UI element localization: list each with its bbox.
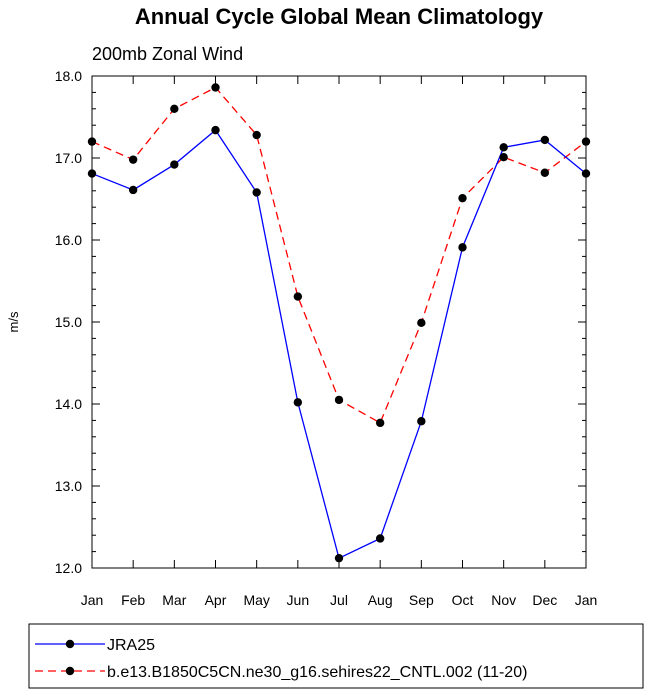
- data-point: [293, 398, 303, 407]
- data-point: [499, 143, 508, 152]
- data-point: [170, 104, 179, 114]
- data-point: [581, 137, 591, 146]
- data-point: [128, 155, 138, 164]
- data-point: [211, 125, 220, 135]
- series-points: [87, 83, 591, 563]
- data-point: [375, 534, 385, 543]
- x-tick-label: Dec: [532, 592, 557, 608]
- x-tick-label: Jun: [287, 592, 310, 608]
- x-axis-ticks: Jan Feb Mar Apr May Jun Jul Aug Sep Oct Nov Dec Jan: [81, 76, 598, 608]
- y-axis-ticks: 12.0 13.0 14.0 15.0 16.0 17.0 18.0: [55, 68, 586, 576]
- data-point: [417, 417, 426, 426]
- y-tick-label: 18.0: [55, 68, 82, 84]
- data-point: [540, 168, 550, 177]
- y-tick-label: 17.0: [55, 150, 82, 166]
- data-point: [417, 318, 426, 328]
- data-point: [252, 188, 261, 197]
- data-point: [170, 160, 179, 169]
- data-point: [334, 395, 344, 405]
- y-tick-label: 13.0: [55, 478, 82, 494]
- data-point: [375, 418, 385, 428]
- data-point: [293, 292, 303, 301]
- data-point: [211, 83, 220, 92]
- x-tick-label: Jan: [81, 592, 104, 608]
- series-line-1: [91, 86, 587, 424]
- y-axis-label: m/s: [6, 311, 21, 332]
- y-tick-label: 16.0: [55, 232, 82, 248]
- data-point: [128, 185, 138, 195]
- legend-marker: [65, 639, 75, 649]
- x-tick-label: Apr: [205, 592, 227, 608]
- data-point: [540, 135, 550, 145]
- x-tick-label: Jan: [575, 592, 598, 608]
- legend-marker: [65, 666, 75, 676]
- data-point: [499, 152, 508, 162]
- x-tick-label: May: [243, 592, 269, 608]
- legend-label-1: b.e13.B1850C5CN.ne30_g16.sehires22_CNTL.…: [107, 664, 527, 681]
- legend-label-0: JRA25: [107, 637, 155, 654]
- data-point: [581, 169, 591, 178]
- chart-title: Annual Cycle Global Mean Climatology: [135, 4, 544, 29]
- data-point: [252, 130, 261, 140]
- x-tick-label: Sep: [409, 592, 434, 608]
- x-tick-label: Oct: [452, 592, 474, 608]
- x-tick-label: Aug: [368, 592, 393, 608]
- data-point: [87, 169, 97, 178]
- x-tick-label: Jul: [330, 592, 348, 608]
- legend-box: [28, 623, 644, 689]
- y-tick-label: 12.0: [55, 560, 82, 576]
- y-tick-label: 15.0: [55, 314, 82, 330]
- data-point: [334, 553, 344, 563]
- x-tick-label: Mar: [162, 592, 186, 608]
- legend: JRA25 b.e13.B1850C5CN.ne30_g16.sehires22_…: [35, 637, 527, 681]
- y-tick-label: 14.0: [55, 396, 82, 412]
- series-lines: [91, 86, 587, 560]
- data-point: [87, 137, 97, 146]
- data-point: [458, 243, 467, 252]
- data-point: [458, 193, 467, 203]
- chart-subtitle: 200mb Zonal Wind: [92, 44, 243, 64]
- x-tick-label: Feb: [121, 592, 145, 608]
- x-tick-label: Nov: [491, 592, 516, 608]
- plot-frame: [91, 75, 587, 569]
- series-line-0: [91, 129, 587, 560]
